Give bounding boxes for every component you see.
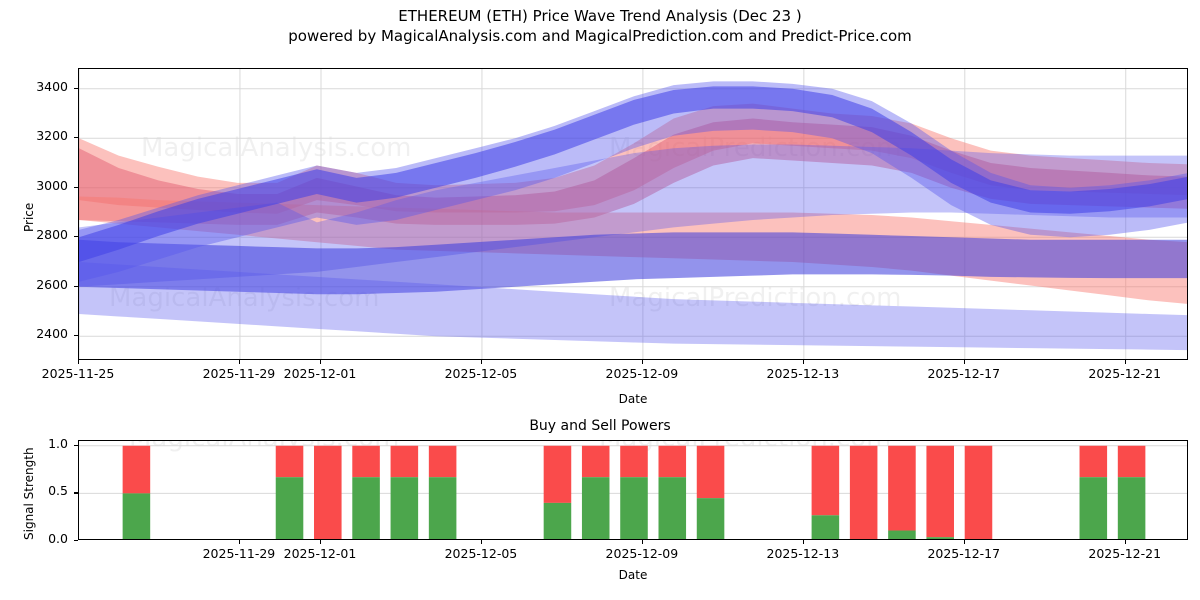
- lower-chart-title: Buy and Sell Powers: [529, 418, 671, 434]
- lower-x-tick-label: 2025-12-17: [927, 546, 1001, 561]
- lower-y-tick-label: 1.0: [48, 435, 68, 451]
- lower-x-tick-mark: [238, 540, 241, 544]
- upper-x-axis-label: Date: [618, 392, 648, 406]
- upper-y-tick-label: 2400: [36, 326, 68, 342]
- page-title: ETHEREUM (ETH) Price Wave Trend Analysis…: [398, 7, 802, 25]
- upper-y-tick-label: 3400: [36, 78, 68, 94]
- upper-y-tick-mark: [74, 137, 78, 139]
- lower-x-tick-label: 2025-12-01: [283, 546, 357, 561]
- title-block: ETHEREUM (ETH) Price Wave Trend Analysis…: [0, 6, 1200, 46]
- lower-y-tick-label: 0.0: [48, 531, 68, 546]
- upper-y-tick-mark: [74, 236, 78, 238]
- lower-x-tick-mark: [319, 540, 322, 544]
- lower-x-tick-mark: [480, 540, 483, 544]
- lower-x-tick-mark: [641, 540, 644, 544]
- upper-y-tick-label: 2600: [36, 276, 68, 292]
- upper-y-tick-label: 3000: [36, 177, 68, 193]
- upper-x-tick-mark: [319, 360, 322, 364]
- upper-y-tick-mark: [74, 87, 78, 89]
- lower-y-tick-mark: [74, 540, 78, 542]
- upper-x-tick-mark: [78, 360, 80, 364]
- upper-x-tick-mark: [480, 360, 483, 364]
- lower-x-tick-mark: [1124, 540, 1126, 544]
- upper-y-tick-mark: [74, 285, 78, 287]
- lower-y-tick-mark: [74, 492, 78, 494]
- upper-x-tick-mark: [238, 360, 241, 364]
- page-subtitle: powered by MagicalAnalysis.com and Magic…: [288, 27, 912, 45]
- upper-x-tick-label: 2025-12-05: [444, 366, 518, 381]
- upper-x-tick-mark: [963, 360, 965, 364]
- upper-x-tick-label: 2025-11-29: [202, 366, 276, 381]
- lower-y-tick-label: 0.5: [48, 483, 68, 499]
- lower-x-tick-label: 2025-12-05: [444, 546, 518, 561]
- upper-x-tick-mark: [641, 360, 644, 364]
- buy-sell-powers-plot: MagicalAnalysis.com MagicalPrediction.co…: [78, 440, 1188, 540]
- upper-y-tick-label: 2800: [36, 227, 68, 243]
- upper-y-tick-label: 3200: [36, 128, 68, 144]
- lower-x-tick-mark: [802, 540, 805, 544]
- upper-x-tick-label: 2025-12-13: [766, 366, 840, 381]
- upper-x-tick-label: 2025-12-17: [927, 366, 1001, 381]
- lower-x-tick-label: 2025-11-29: [202, 546, 276, 561]
- upper-x-tick-label: 2025-12-01: [283, 366, 357, 381]
- price-wave-plot: MagicalAnalysis.com MagicalPrediction.co…: [78, 68, 1188, 360]
- lower-y-tick-mark: [74, 444, 78, 446]
- lower-x-tick-label: 2025-12-13: [766, 546, 840, 561]
- upper-x-tick-label: 2025-12-09: [605, 366, 679, 381]
- upper-y-tick-mark: [74, 186, 78, 188]
- upper-x-tick-mark: [802, 360, 805, 364]
- lower-x-tick-label: 2025-12-09: [605, 546, 679, 561]
- upper-x-tick-label: 2025-11-25: [41, 366, 115, 381]
- lower-x-tick-mark: [963, 540, 965, 544]
- upper-y-tick-mark: [74, 335, 78, 337]
- price-wave-svg: [79, 69, 1187, 359]
- buy-sell-powers-svg: [79, 445, 1187, 539]
- upper-x-tick-mark: [1124, 360, 1126, 364]
- lower-x-tick-label: 2025-12-21: [1088, 546, 1162, 561]
- lower-x-axis-label: Date: [618, 568, 648, 582]
- upper-x-tick-label: 2025-12-21: [1088, 366, 1162, 381]
